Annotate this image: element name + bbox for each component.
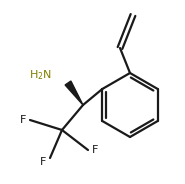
Text: F: F: [92, 145, 98, 155]
Polygon shape: [65, 81, 83, 105]
Text: F: F: [40, 157, 46, 167]
Text: H$_2$N: H$_2$N: [29, 68, 52, 82]
Text: F: F: [20, 115, 26, 125]
